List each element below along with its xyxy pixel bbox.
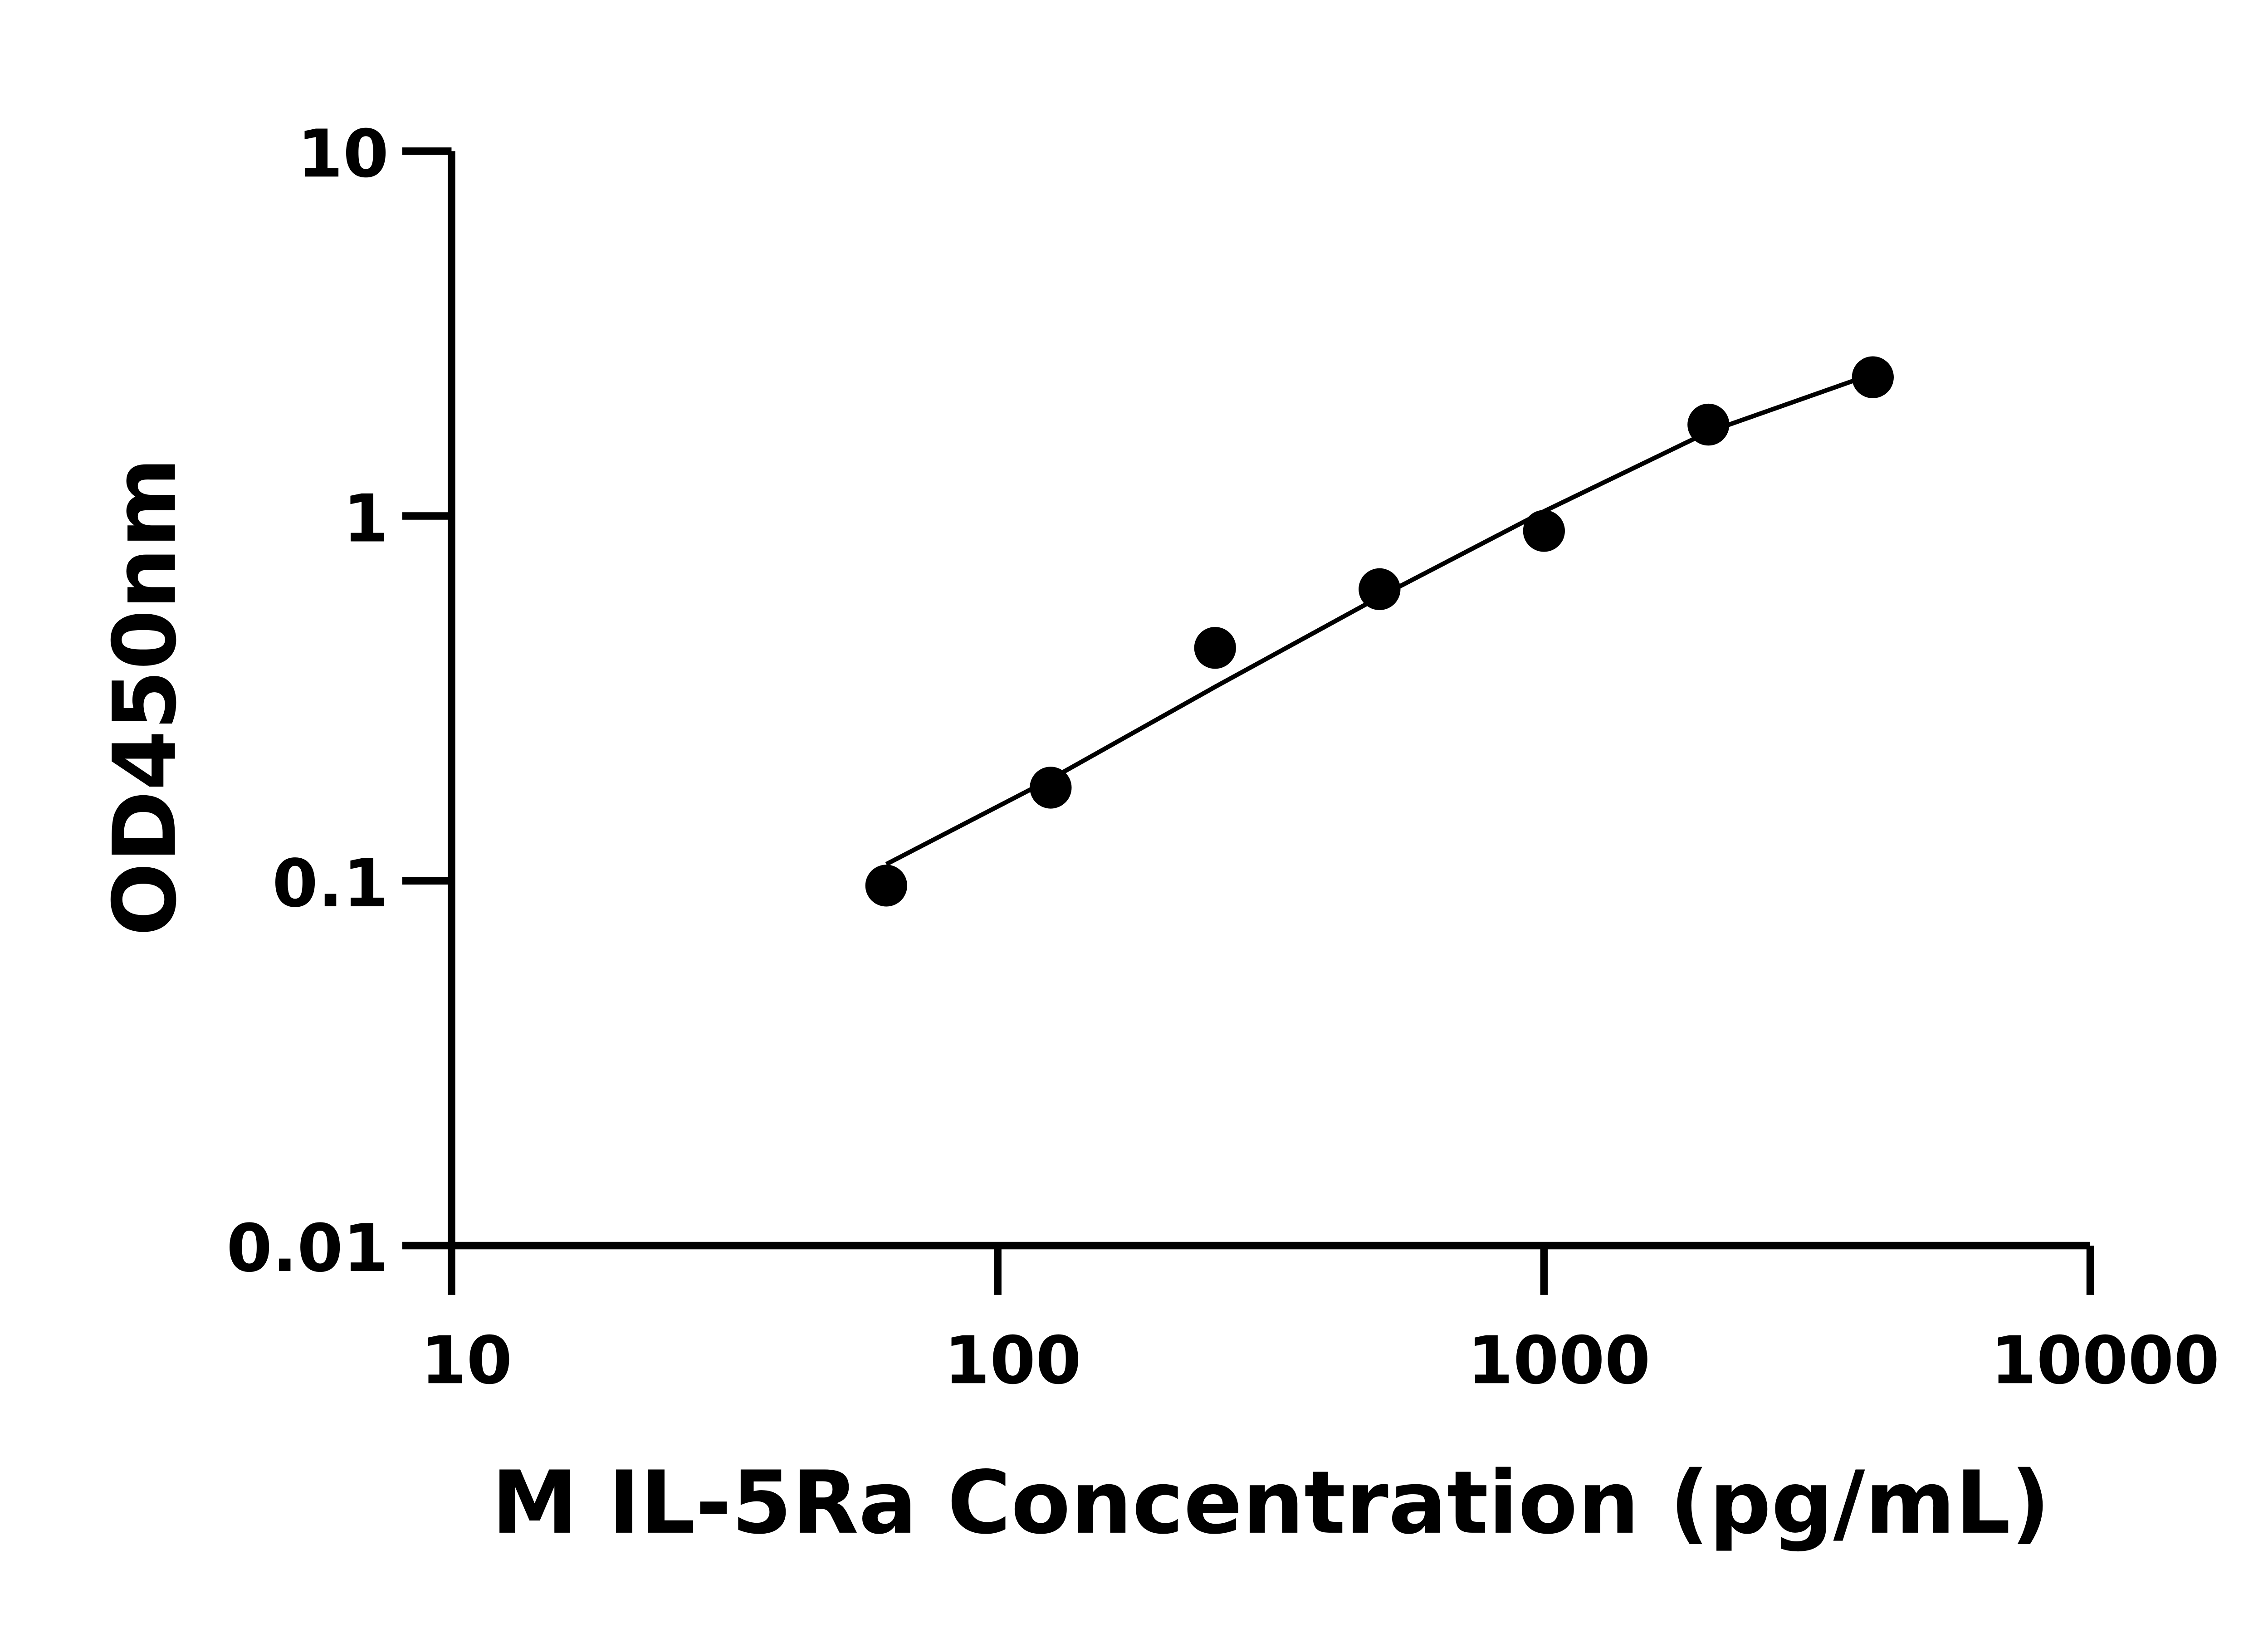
y-tick-label: 0.1 <box>272 846 389 922</box>
data-point <box>1523 510 1565 552</box>
data-points <box>865 356 1894 907</box>
data-point <box>1852 356 1894 398</box>
data-point <box>1030 767 1072 809</box>
x-tick-label: 10 <box>420 1322 512 1399</box>
y-tick-label: 10 <box>297 116 389 192</box>
x-tick-label: 10000 <box>1991 1322 2220 1399</box>
axes: 10 100 1000 10000 0.01 0.1 1 10 <box>226 116 2219 1399</box>
y-tick-label: 1 <box>343 481 389 557</box>
x-tick-label: 1000 <box>1467 1322 1651 1399</box>
x-tick-label: 100 <box>944 1322 1081 1399</box>
data-point <box>1687 403 1730 446</box>
y-tick-label: 0.01 <box>226 1210 389 1287</box>
y-axis-label: OD450nm <box>95 458 196 936</box>
x-axis-label: M IL-5Ra Concentration (pg/mL) <box>492 1453 2050 1554</box>
data-point <box>1194 627 1236 669</box>
data-point <box>1359 568 1401 611</box>
data-point <box>865 865 907 907</box>
